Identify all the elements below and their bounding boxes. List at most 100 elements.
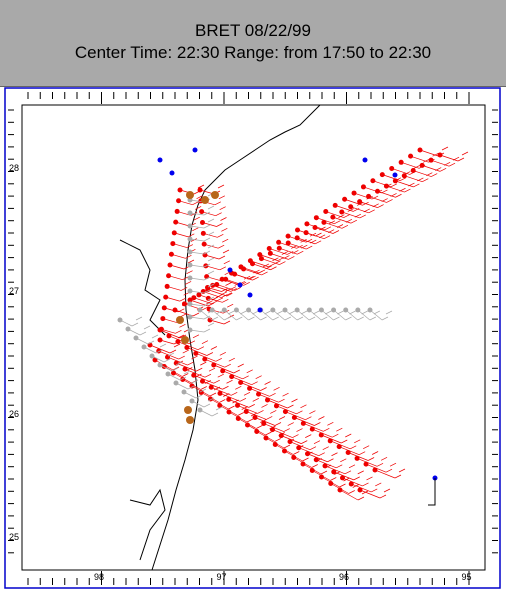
wind-barb: [272, 309, 296, 321]
obs-point: [305, 451, 310, 457]
wind-barb: [135, 334, 159, 345]
obs-point: [207, 317, 213, 323]
obs-point: [187, 210, 193, 216]
obs-point: [189, 398, 195, 404]
obs-point: [235, 416, 241, 421]
obs-point: [197, 307, 203, 313]
obs-point: [170, 241, 176, 247]
obs-point: [184, 345, 190, 350]
obs-point: [237, 282, 243, 288]
obs-point: [163, 294, 169, 300]
obs-point: [152, 357, 158, 363]
wind-barb: [369, 309, 393, 321]
obs-point: [133, 335, 139, 341]
wind-barb: [231, 269, 260, 280]
obs-point: [217, 390, 223, 396]
obs-point: [276, 245, 282, 251]
wind-barb: [363, 183, 392, 194]
obs-point: [211, 362, 217, 368]
wind-barb: [127, 325, 151, 336]
obs-point: [282, 307, 288, 313]
obs-point: [200, 220, 205, 225]
obs-point: [254, 429, 260, 434]
obs-point: [164, 283, 170, 289]
obs-point: [355, 307, 361, 313]
obs-point: [229, 374, 235, 380]
wind-barb: [201, 392, 230, 403]
obs-point: [168, 251, 174, 257]
wind-barb: [243, 265, 272, 276]
obs-point: [161, 305, 167, 311]
wind-barb: [119, 316, 143, 327]
obs-point: [171, 230, 177, 236]
wind-barb: [250, 257, 279, 268]
station-barb: [428, 478, 436, 506]
subtitle: Center Time: 22:30 Range: from 17:50 to …: [74, 43, 432, 62]
obs-point: [337, 487, 343, 493]
obs-point: [173, 219, 179, 225]
wind-barb: [270, 250, 299, 260]
obs-point: [354, 455, 360, 461]
obs-point: [173, 380, 179, 386]
wind-barb: [359, 198, 388, 208]
obs-point: [157, 362, 163, 368]
obs-point: [196, 292, 202, 298]
wind-barb: [189, 257, 215, 268]
obs-point: [226, 396, 232, 402]
obs-point: [398, 159, 404, 165]
obs-point: [208, 384, 214, 390]
obs-point: [339, 209, 345, 215]
obs-point: [330, 214, 336, 220]
obs-point: [419, 162, 425, 168]
obs-point: [187, 327, 193, 333]
lat-label: 26: [9, 409, 19, 419]
obs-point: [157, 157, 163, 163]
obs-point: [327, 438, 333, 444]
wind-barb: [323, 219, 353, 229]
wind-barb: [368, 193, 397, 203]
wind-barb: [224, 309, 247, 321]
outer-frame: [4, 87, 501, 589]
obs-point: [187, 297, 193, 303]
wind-barb: [287, 232, 317, 243]
wind-barb: [382, 171, 411, 181]
obs-point: [322, 463, 328, 469]
coastline: [151, 104, 321, 571]
obs-point: [273, 403, 279, 409]
obs-point: [252, 415, 258, 420]
obs-point: [246, 307, 252, 313]
lon-label: 97: [217, 572, 227, 582]
obs-point: [408, 153, 414, 159]
wind-barb: [296, 309, 320, 321]
obs-point: [291, 455, 297, 460]
obs-point: [360, 184, 366, 190]
obs-point: [220, 368, 226, 374]
obs-point: [227, 267, 233, 273]
wind-barb: [219, 405, 248, 416]
obs-point: [348, 204, 354, 210]
obs-point: [276, 239, 282, 245]
obs-point: [363, 461, 369, 467]
obs-point: [328, 481, 334, 486]
title: BRET 08/22/99: [195, 21, 311, 40]
obs-point: [158, 326, 164, 332]
obs-point: [401, 173, 407, 179]
obs-point: [169, 170, 175, 176]
wind-barb: [314, 224, 344, 234]
obs-point: [321, 219, 327, 225]
obs-point: [367, 307, 373, 313]
obs-point: [238, 380, 244, 385]
obs-point: [243, 408, 249, 414]
obs-point: [187, 249, 193, 255]
wind-barb: [401, 158, 430, 169]
obs-point: [201, 241, 207, 247]
obs-point: [282, 448, 287, 454]
obs-point: [201, 196, 209, 204]
wind-barb: [240, 263, 270, 274]
wind-barb: [374, 468, 406, 479]
obs-point: [177, 187, 183, 193]
obs-point: [182, 366, 188, 372]
flight-tracks: [117, 146, 469, 506]
obs-point: [379, 172, 385, 178]
obs-point: [263, 435, 269, 441]
